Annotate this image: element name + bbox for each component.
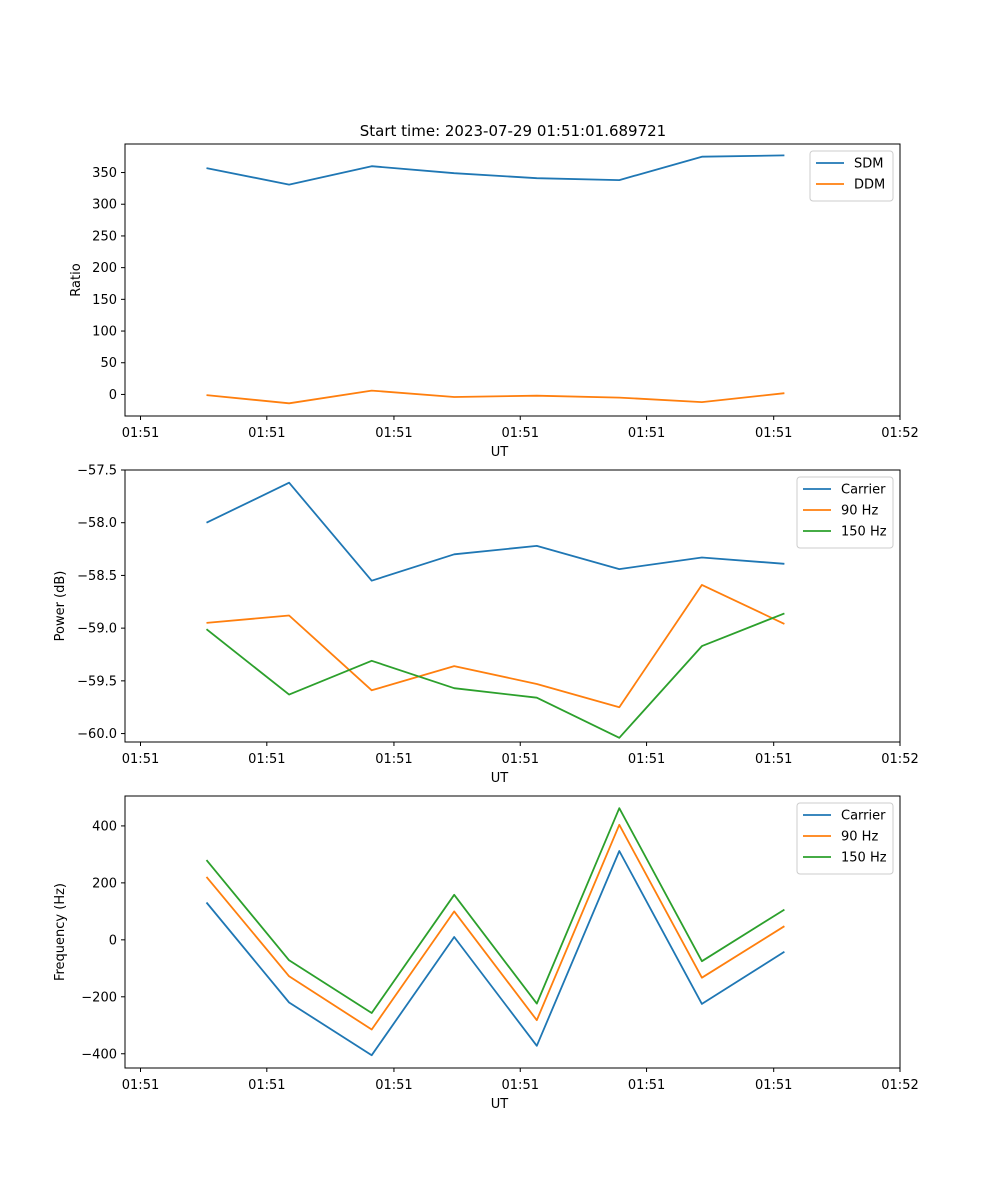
- y-tick-label: 200: [92, 261, 117, 276]
- x-tick-label: 01:51: [248, 426, 285, 441]
- power-panel: 01:51 01:51 01:51 01:51 01:51 01:51 01:52 UT −60…: [53, 464, 919, 787]
- legend: Carrier 90 Hz 150 Hz: [796, 476, 894, 549]
- y-axis-label: Power (dB): [53, 571, 68, 642]
- x-tick-label: 01:51: [375, 1078, 412, 1093]
- x-tick-label: 01:51: [122, 1078, 159, 1093]
- legend-label: Carrier: [841, 809, 886, 824]
- legend-label: SDM: [854, 157, 883, 172]
- x-tick-label: 01:51: [502, 752, 539, 767]
- series-line-carrier: [206, 481, 785, 582]
- x-tick-label: 01:51: [248, 752, 285, 767]
- y-tick-label: 250: [92, 229, 117, 244]
- x-tick-label: 01:51: [755, 426, 792, 441]
- y-tick-label: −400: [81, 1047, 117, 1062]
- x-tick-label: 01:51: [375, 426, 412, 441]
- x-tick-label: 01:51: [755, 752, 792, 767]
- axes-frame: [124, 795, 901, 1069]
- y-tick-label: −58.5: [77, 569, 117, 584]
- legend-label: 150 Hz: [841, 851, 887, 866]
- x-tick-label: 01:51: [248, 1078, 285, 1093]
- x-tick-label: 01:51: [628, 1078, 665, 1093]
- x-tick-label: 01:51: [755, 1078, 792, 1093]
- y-tick-label: 0: [109, 388, 117, 403]
- axes-frame: [124, 143, 901, 417]
- y-tick-label: 400: [92, 819, 117, 834]
- series-line-90-hz: [205, 823, 785, 1031]
- series-line-ddm: [206, 389, 785, 405]
- y-tick-label: −60.0: [77, 727, 117, 742]
- x-tick-label: 01:51: [502, 426, 539, 441]
- y-tick-label: −57.5: [77, 464, 117, 479]
- x-tick-label: 01:51: [628, 752, 665, 767]
- legend-label: 90 Hz: [841, 504, 878, 519]
- y-tick-label: −200: [81, 990, 117, 1005]
- y-tick-label: −59.5: [77, 674, 117, 689]
- x-tick-label: 01:52: [881, 1078, 918, 1093]
- legend: SDM DDM: [809, 150, 894, 202]
- y-axis-label: Ratio: [69, 263, 84, 296]
- x-tick-label: 01:52: [881, 752, 918, 767]
- legend: Carrier 90 Hz 150 Hz: [796, 802, 894, 875]
- y-axis-label: Frequency (Hz): [53, 883, 68, 981]
- axes-frame: [124, 469, 901, 743]
- y-tick-label: 200: [92, 876, 117, 891]
- series-line-150-hz: [205, 612, 785, 739]
- chart-title: Start time: 2023-07-29 01:51:01.689721: [360, 122, 666, 140]
- x-axis-label: UT: [491, 771, 509, 786]
- series-line-150-hz: [205, 807, 785, 1014]
- x-tick-label: 01:51: [122, 426, 159, 441]
- legend-label: DDM: [854, 178, 885, 193]
- legend-label: 150 Hz: [841, 525, 887, 540]
- y-tick-label: −58.0: [77, 516, 117, 531]
- x-tick-label: 01:51: [502, 1078, 539, 1093]
- series-line-carrier: [205, 850, 785, 1057]
- legend-label: 90 Hz: [841, 830, 878, 845]
- x-axis-label: UT: [491, 1097, 509, 1112]
- x-axis-label: UT: [491, 445, 509, 460]
- y-tick-label: 300: [92, 198, 117, 213]
- ratio-panel: 01:51 01:51 01:51 01:51 01:51 01:51 01:52 UT 0 50…: [69, 143, 919, 460]
- frequency-panel: 01:51 01:51 01:51 01:51 01:51 01:51 01:52 UT −40…: [53, 795, 919, 1112]
- x-tick-label: 01:51: [122, 752, 159, 767]
- series-line-sdm: [206, 154, 785, 186]
- y-tick-label: 150: [92, 293, 117, 308]
- legend-label: Carrier: [841, 483, 886, 498]
- x-tick-label: 01:51: [375, 752, 412, 767]
- y-tick-label: 50: [100, 356, 117, 371]
- series-line-90-hz: [206, 584, 785, 709]
- y-tick-label: 0: [109, 933, 117, 948]
- x-tick-label: 01:51: [628, 426, 665, 441]
- y-tick-label: 350: [92, 166, 117, 181]
- y-tick-label: −59.0: [77, 622, 117, 637]
- x-tick-label: 01:52: [881, 426, 918, 441]
- y-tick-label: 100: [92, 325, 117, 340]
